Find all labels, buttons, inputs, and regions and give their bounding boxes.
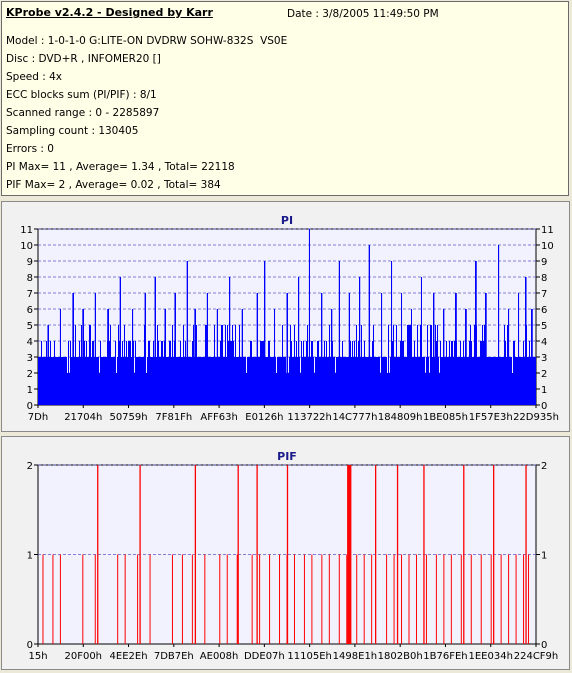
pif-xtick-label: 7DB7Eh [154, 651, 194, 662]
pi-chart-panel: PI 0 0 1 1 2 2 3 3 4 4 5 5 6 6 7 7 8 8 9 9 10 10 11 11 7Dh 21704h 5… [1, 201, 570, 432]
pif-ytick-label-right: 0 [541, 640, 547, 651]
pif-xtick-label: 224CF9h [514, 651, 559, 662]
pi-chart-title: PI [281, 214, 293, 227]
pi-xtick-label: 7F81Fh [155, 412, 192, 423]
pi-ytick-label-right: 3 [541, 353, 547, 364]
info-ecc: ECC blocks sum (PI/PIF) : 8/1 [6, 89, 157, 101]
info-speed: Speed : 4x [6, 71, 63, 83]
info-header: KProbe v2.4.2 - Designed by Karr Date : … [1, 1, 569, 196]
info-sampling: Sampling count : 130405 [6, 125, 139, 137]
pif-xtick-label: AE008h [200, 651, 239, 662]
pif-ytick-label-left: 1 [27, 551, 33, 562]
pif-chart: PIF 0 0 1 1 2 2 15h 20F00h 4EE2Eh 7DB7Eh AE008h DDE0… [27, 450, 559, 662]
info-pi-stats: PI Max= 11 , Average= 1.34 , Total= 2211… [6, 161, 235, 173]
pi-ytick-label-right: 11 [541, 225, 554, 236]
pi-xtick-label: 22D935h [513, 412, 559, 423]
pif-xtick-label: 4EE2Eh [110, 651, 148, 662]
pi-ytick-label-right: 7 [541, 289, 547, 300]
pi-xtick-label: 14C777h [332, 412, 377, 423]
pi-ytick-label-right: 9 [541, 257, 547, 268]
pi-ytick-label-right: 10 [541, 241, 554, 252]
pi-ytick-label-right: 8 [541, 273, 547, 284]
pi-ytick-label-right: 6 [541, 305, 547, 316]
pi-ytick-label-left: 7 [27, 289, 33, 300]
pif-xtick-label: 15h [28, 651, 47, 662]
pi-ytick-label-left: 9 [27, 257, 33, 268]
pi-xtick-label: 1F57E3h [469, 412, 513, 423]
pif-xtick-label: 1802B0h [378, 651, 423, 662]
pi-ytick-label-left: 0 [27, 401, 33, 412]
pi-xtick-label: E0126h [245, 412, 283, 423]
pi-ytick-label-left: 4 [27, 337, 33, 348]
info-disc: Disc : DVD+R , INFOMER20 [] [6, 53, 161, 65]
info-model: Model : 1-0-1-0 G:LITE-ON DVDRW SOHW-832… [6, 35, 288, 47]
pi-ytick-label-left: 10 [20, 241, 33, 252]
pi-ytick-label-left: 6 [27, 305, 33, 316]
info-pif-stats: PIF Max= 2 , Average= 0.02 , Total= 384 [6, 179, 221, 191]
pi-ytick-label-right: 1 [541, 385, 547, 396]
pi-ytick-label-right: 0 [541, 401, 547, 412]
pif-xtick-label: 1EE034h [469, 651, 513, 662]
pi-ytick-label-left: 5 [27, 321, 33, 332]
pi-xtick-label: 7Dh [28, 412, 48, 423]
scan-date: Date : 3/8/2005 11:49:50 PM [287, 8, 439, 20]
pif-chart-title: PIF [277, 450, 297, 463]
pi-xtick-label: 21704h [64, 412, 102, 423]
app-title: KProbe v2.4.2 - Designed by Karr [6, 6, 213, 19]
pi-ytick-label-left: 8 [27, 273, 33, 284]
pi-xtick-label: 184809h [378, 412, 423, 423]
pif-xtick-label: 20F00h [64, 651, 102, 662]
pif-ytick-label-left: 0 [27, 640, 33, 651]
pi-ytick-label-left: 2 [27, 369, 33, 380]
pi-xtick-label: AFF63h [200, 412, 237, 423]
pi-ytick-label-left: 1 [27, 385, 33, 396]
pi-xtick-label: 113722h [287, 412, 332, 423]
pi-ytick-label-right: 2 [541, 369, 547, 380]
pi-ytick-label-right: 5 [541, 321, 547, 332]
pif-xtick-label: 11105Eh [287, 651, 331, 662]
pif-xtick-label: 1B76FEh [423, 651, 467, 662]
pi-xtick-label: 1BE085h [423, 412, 468, 423]
info-errors: Errors : 0 [6, 143, 54, 155]
info-range: Scanned range : 0 - 2285897 [6, 107, 160, 119]
pi-ytick-label-left: 11 [20, 225, 33, 236]
pif-xtick-label: 1498E1h [333, 651, 377, 662]
pif-xtick-label: DDE07h [244, 651, 285, 662]
pi-ytick-label-left: 3 [27, 353, 33, 364]
pif-ytick-label-right: 2 [541, 461, 547, 472]
pi-ytick-label-right: 4 [541, 337, 547, 348]
pi-xtick-label: 50759h [109, 412, 147, 423]
pif-ytick-label-left: 2 [27, 461, 33, 472]
pif-ytick-label-right: 1 [541, 551, 547, 562]
pif-chart-panel: PIF 0 0 1 1 2 2 15h 20F00h 4EE2Eh 7DB7Eh AE008h DDE0… [1, 436, 570, 670]
